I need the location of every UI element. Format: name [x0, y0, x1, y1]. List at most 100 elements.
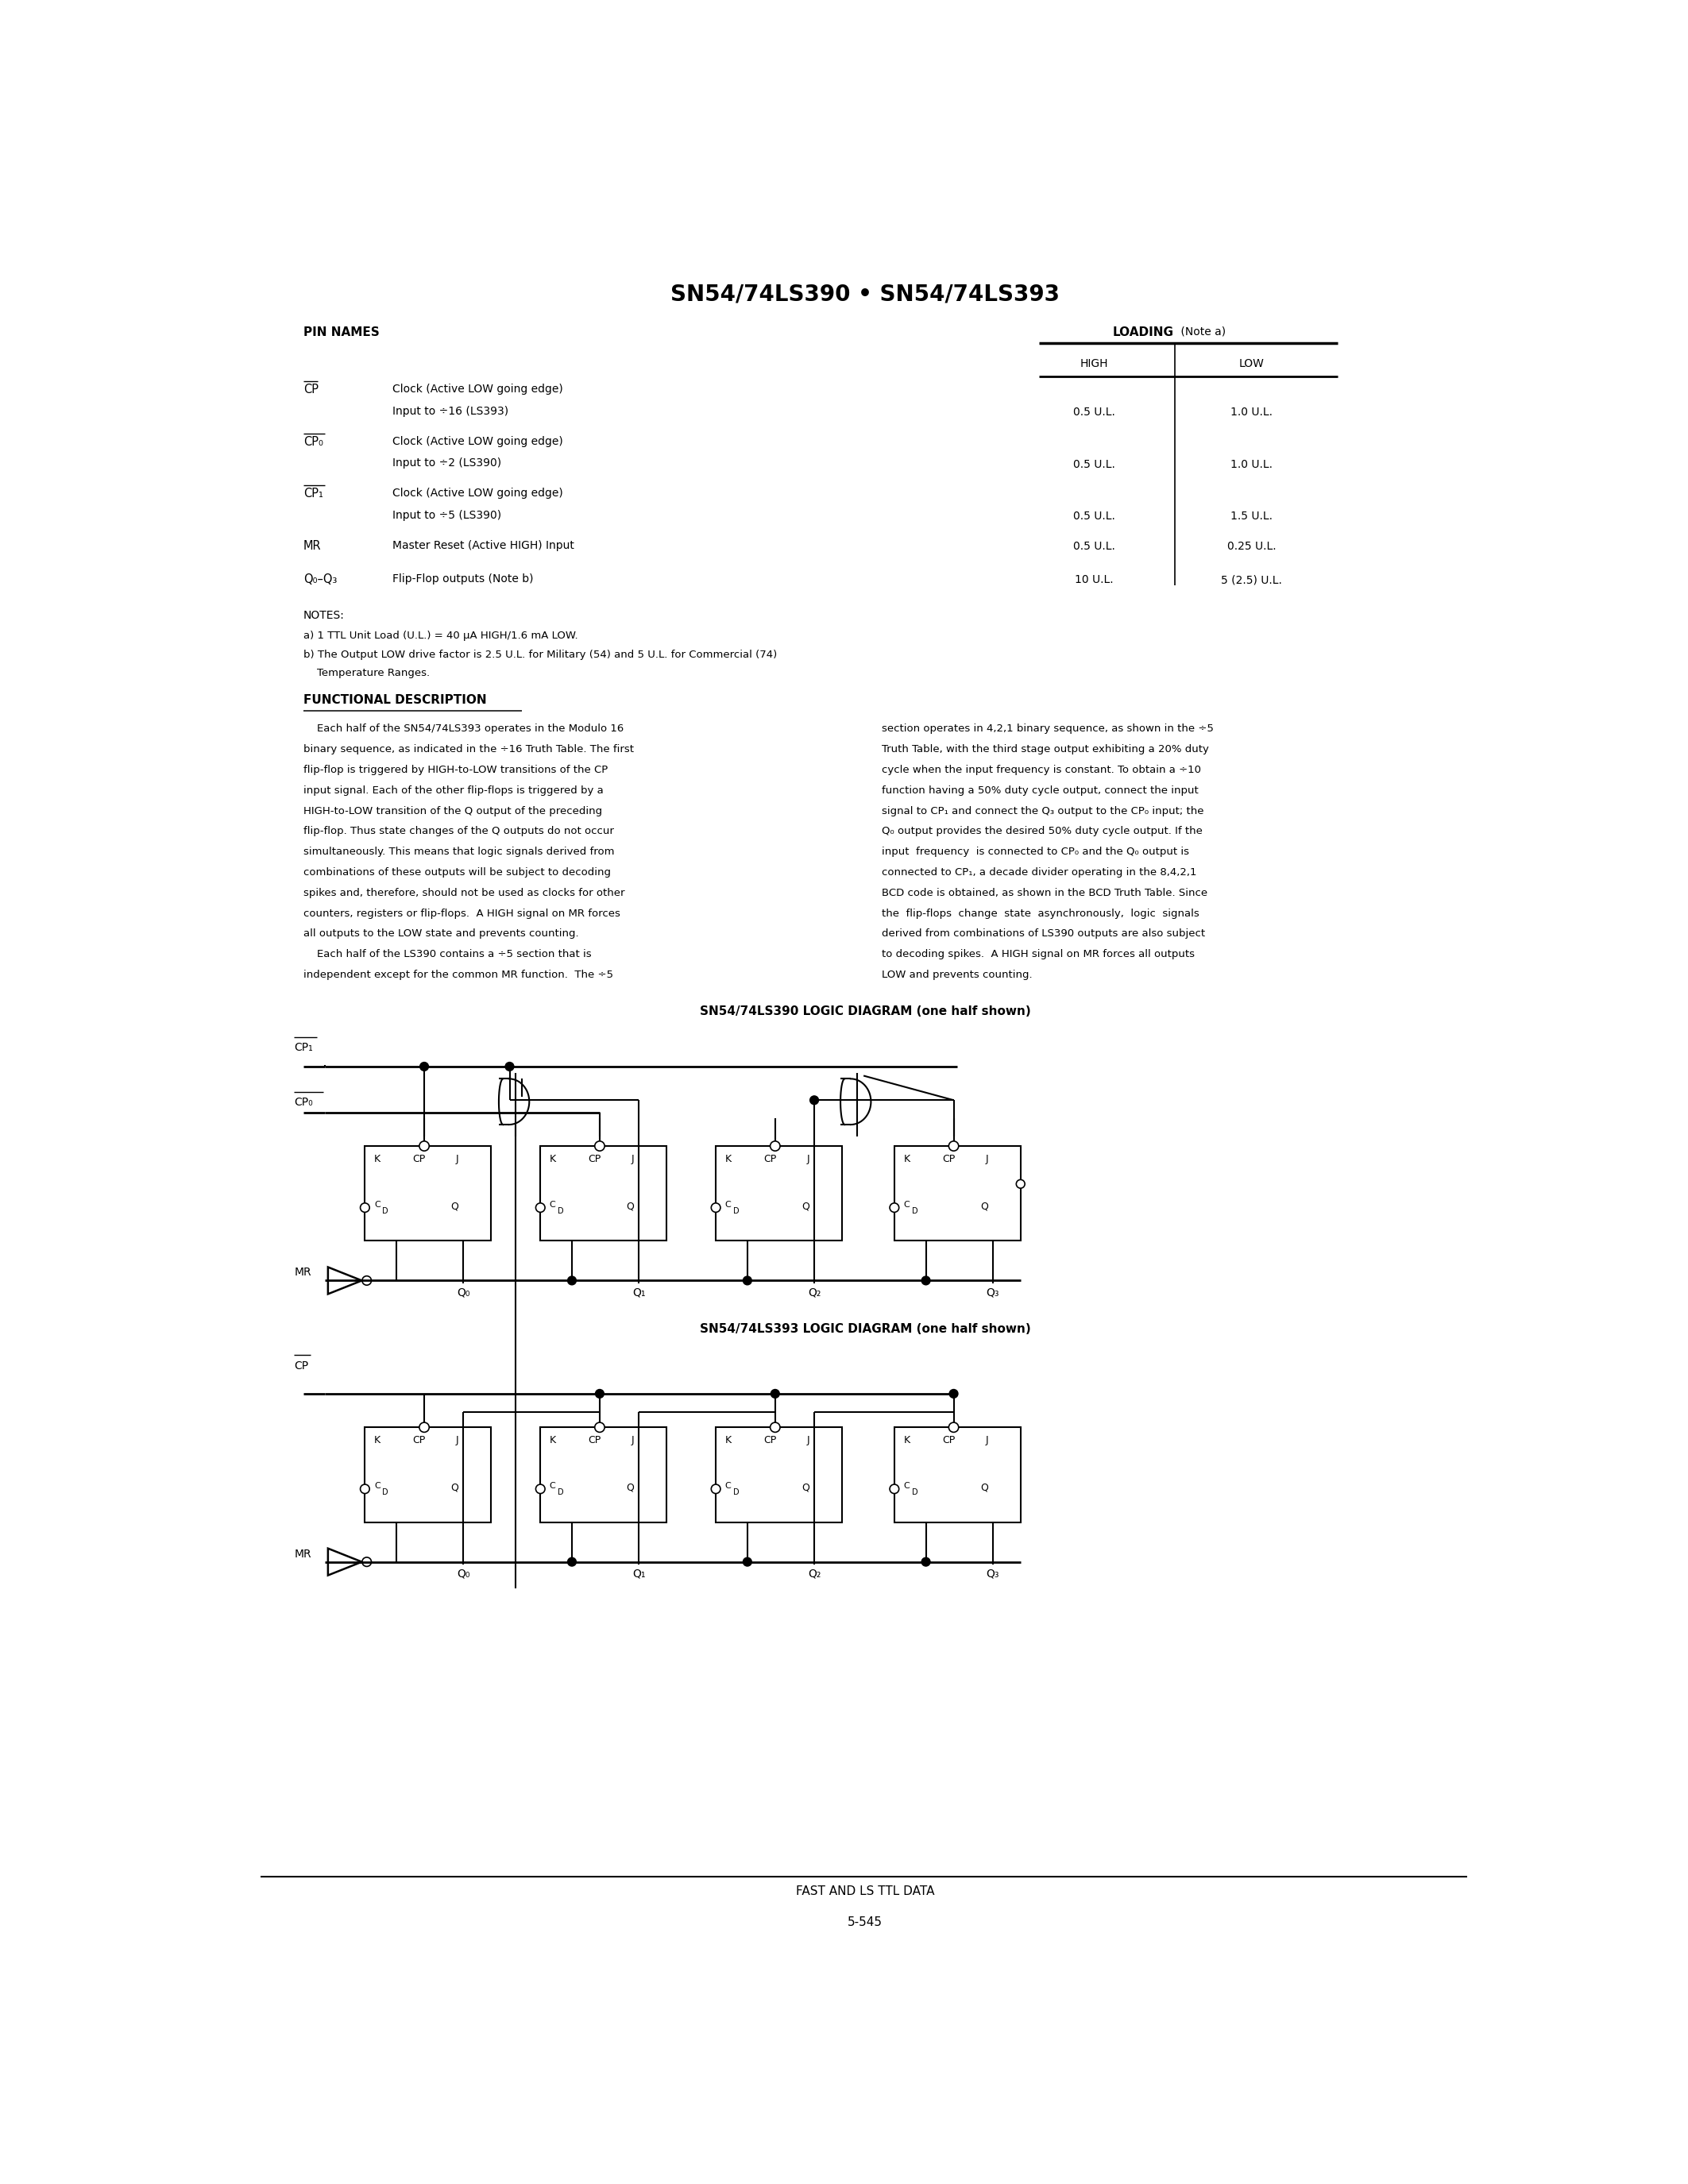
Text: 0.5 U.L.: 0.5 U.L.	[1074, 459, 1116, 470]
Text: SN54/74LS390 LOGIC DIAGRAM (one half shown): SN54/74LS390 LOGIC DIAGRAM (one half sho…	[699, 1005, 1031, 1018]
Circle shape	[711, 1485, 721, 1494]
Circle shape	[567, 1275, 576, 1284]
Text: 0.5 U.L.: 0.5 U.L.	[1074, 542, 1116, 553]
Text: Q₂: Q₂	[809, 1568, 820, 1579]
Text: K: K	[375, 1153, 380, 1164]
Text: BCD code is obtained, as shown in the BCD Truth Table. Since: BCD code is obtained, as shown in the BC…	[883, 887, 1209, 898]
Text: CP: CP	[414, 1153, 425, 1164]
Text: Q: Q	[802, 1201, 810, 1212]
Text: Clock (Active LOW going edge): Clock (Active LOW going edge)	[393, 437, 564, 448]
Text: MR: MR	[294, 1548, 311, 1559]
Text: Q₁: Q₁	[633, 1568, 645, 1579]
Text: CP₁: CP₁	[304, 487, 322, 500]
Text: signal to CP₁ and connect the Q₃ output to the CP₀ input; the: signal to CP₁ and connect the Q₃ output …	[883, 806, 1204, 817]
Text: HIGH: HIGH	[1080, 358, 1109, 369]
Circle shape	[420, 1061, 429, 1070]
Text: Q: Q	[981, 1483, 987, 1492]
Circle shape	[743, 1275, 751, 1284]
Text: FAST AND LS TTL DATA: FAST AND LS TTL DATA	[795, 1885, 935, 1898]
Text: the  flip-flops  change  state  asynchronously,  logic  signals: the flip-flops change state asynchronous…	[883, 909, 1200, 919]
Text: K: K	[375, 1435, 380, 1446]
Bar	[540, 1428, 667, 1522]
Circle shape	[949, 1142, 959, 1151]
Text: MR: MR	[294, 1267, 311, 1278]
Circle shape	[505, 1061, 513, 1070]
Text: Q₀: Q₀	[457, 1286, 469, 1297]
Text: Q: Q	[981, 1201, 987, 1212]
Text: simultaneously. This means that logic signals derived from: simultaneously. This means that logic si…	[304, 847, 614, 856]
Text: counters, registers or flip-flops.  A HIGH signal on MR forces: counters, registers or flip-flops. A HIG…	[304, 909, 619, 919]
Text: Clock (Active LOW going edge): Clock (Active LOW going edge)	[393, 384, 564, 395]
Circle shape	[922, 1275, 930, 1284]
Text: derived from combinations of LS390 outputs are also subject: derived from combinations of LS390 outpu…	[883, 928, 1205, 939]
Text: K: K	[550, 1153, 555, 1164]
Text: J: J	[986, 1435, 987, 1446]
Text: CP: CP	[414, 1435, 425, 1446]
Circle shape	[360, 1203, 370, 1212]
Text: Q₀–Q₃: Q₀–Q₃	[304, 574, 338, 585]
Circle shape	[890, 1485, 900, 1494]
Circle shape	[1016, 1179, 1025, 1188]
Text: CP: CP	[589, 1153, 601, 1164]
Circle shape	[810, 1096, 819, 1105]
Text: C: C	[550, 1483, 555, 1489]
Bar	[895, 1428, 1021, 1522]
Text: cycle when the input frequency is constant. To obtain a ÷10: cycle when the input frequency is consta…	[883, 764, 1202, 775]
Text: Q₁: Q₁	[633, 1286, 645, 1297]
Text: Q₃: Q₃	[986, 1568, 999, 1579]
Text: Q₃: Q₃	[986, 1286, 999, 1297]
Text: CP: CP	[763, 1153, 776, 1164]
Text: CP₀: CP₀	[304, 437, 322, 448]
Text: combinations of these outputs will be subject to decoding: combinations of these outputs will be su…	[304, 867, 611, 878]
Text: J: J	[456, 1435, 459, 1446]
Text: 0.5 U.L.: 0.5 U.L.	[1074, 406, 1116, 417]
Text: Q: Q	[451, 1201, 459, 1212]
Text: C: C	[726, 1201, 731, 1210]
Text: (Note a): (Note a)	[1178, 325, 1225, 336]
Text: Flip-Flop outputs (Note b): Flip-Flop outputs (Note b)	[393, 574, 533, 585]
Text: C: C	[903, 1201, 910, 1210]
Text: Q₀: Q₀	[457, 1568, 469, 1579]
Circle shape	[535, 1203, 545, 1212]
Text: section operates in 4,2,1 binary sequence, as shown in the ÷5: section operates in 4,2,1 binary sequenc…	[883, 723, 1214, 734]
Text: input  frequency  is connected to CP₀ and the Q₀ output is: input frequency is connected to CP₀ and …	[883, 847, 1190, 856]
Text: input signal. Each of the other flip-flops is triggered by a: input signal. Each of the other flip-flo…	[304, 786, 603, 795]
Text: J: J	[807, 1153, 810, 1164]
Text: K: K	[726, 1153, 731, 1164]
Circle shape	[363, 1275, 371, 1284]
Text: K: K	[903, 1435, 910, 1446]
Text: D: D	[381, 1489, 388, 1496]
Text: Q: Q	[451, 1483, 459, 1492]
Circle shape	[596, 1389, 604, 1398]
Text: CP: CP	[763, 1435, 776, 1446]
Bar	[540, 1147, 667, 1241]
Text: Input to ÷5 (LS390): Input to ÷5 (LS390)	[393, 509, 501, 520]
Text: CP: CP	[942, 1153, 955, 1164]
Circle shape	[419, 1142, 429, 1151]
Circle shape	[535, 1485, 545, 1494]
Text: CP: CP	[942, 1435, 955, 1446]
Text: Master Reset (Active HIGH) Input: Master Reset (Active HIGH) Input	[393, 539, 574, 550]
Text: J: J	[807, 1435, 810, 1446]
Text: C: C	[375, 1483, 380, 1489]
Bar	[716, 1147, 842, 1241]
Text: 1.5 U.L.: 1.5 U.L.	[1231, 511, 1273, 522]
Text: C: C	[903, 1483, 910, 1489]
Text: independent except for the common MR function.  The ÷5: independent except for the common MR fun…	[304, 970, 613, 981]
Text: C: C	[550, 1201, 555, 1210]
Text: C: C	[375, 1201, 380, 1210]
Text: b) The Output LOW drive factor is 2.5 U.L. for Military (54) and 5 U.L. for Comm: b) The Output LOW drive factor is 2.5 U.…	[304, 651, 776, 660]
Bar	[365, 1147, 491, 1241]
Text: to decoding spikes.  A HIGH signal on MR forces all outputs: to decoding spikes. A HIGH signal on MR …	[883, 950, 1195, 959]
Text: J: J	[631, 1153, 635, 1164]
Text: 5-545: 5-545	[847, 1915, 883, 1928]
Text: CP₀: CP₀	[294, 1096, 312, 1107]
Text: CP: CP	[304, 384, 319, 395]
Text: 1.0 U.L.: 1.0 U.L.	[1231, 459, 1273, 470]
Text: Q: Q	[626, 1483, 635, 1492]
Text: 5 (2.5) U.L.: 5 (2.5) U.L.	[1220, 574, 1281, 585]
Text: Each half of the SN54/74LS393 operates in the Modulo 16: Each half of the SN54/74LS393 operates i…	[304, 723, 623, 734]
Text: Q₀ output provides the desired 50% duty cycle output. If the: Q₀ output provides the desired 50% duty …	[883, 826, 1204, 836]
Text: Truth Table, with the third stage output exhibiting a 20% duty: Truth Table, with the third stage output…	[883, 745, 1209, 756]
Circle shape	[567, 1557, 576, 1566]
